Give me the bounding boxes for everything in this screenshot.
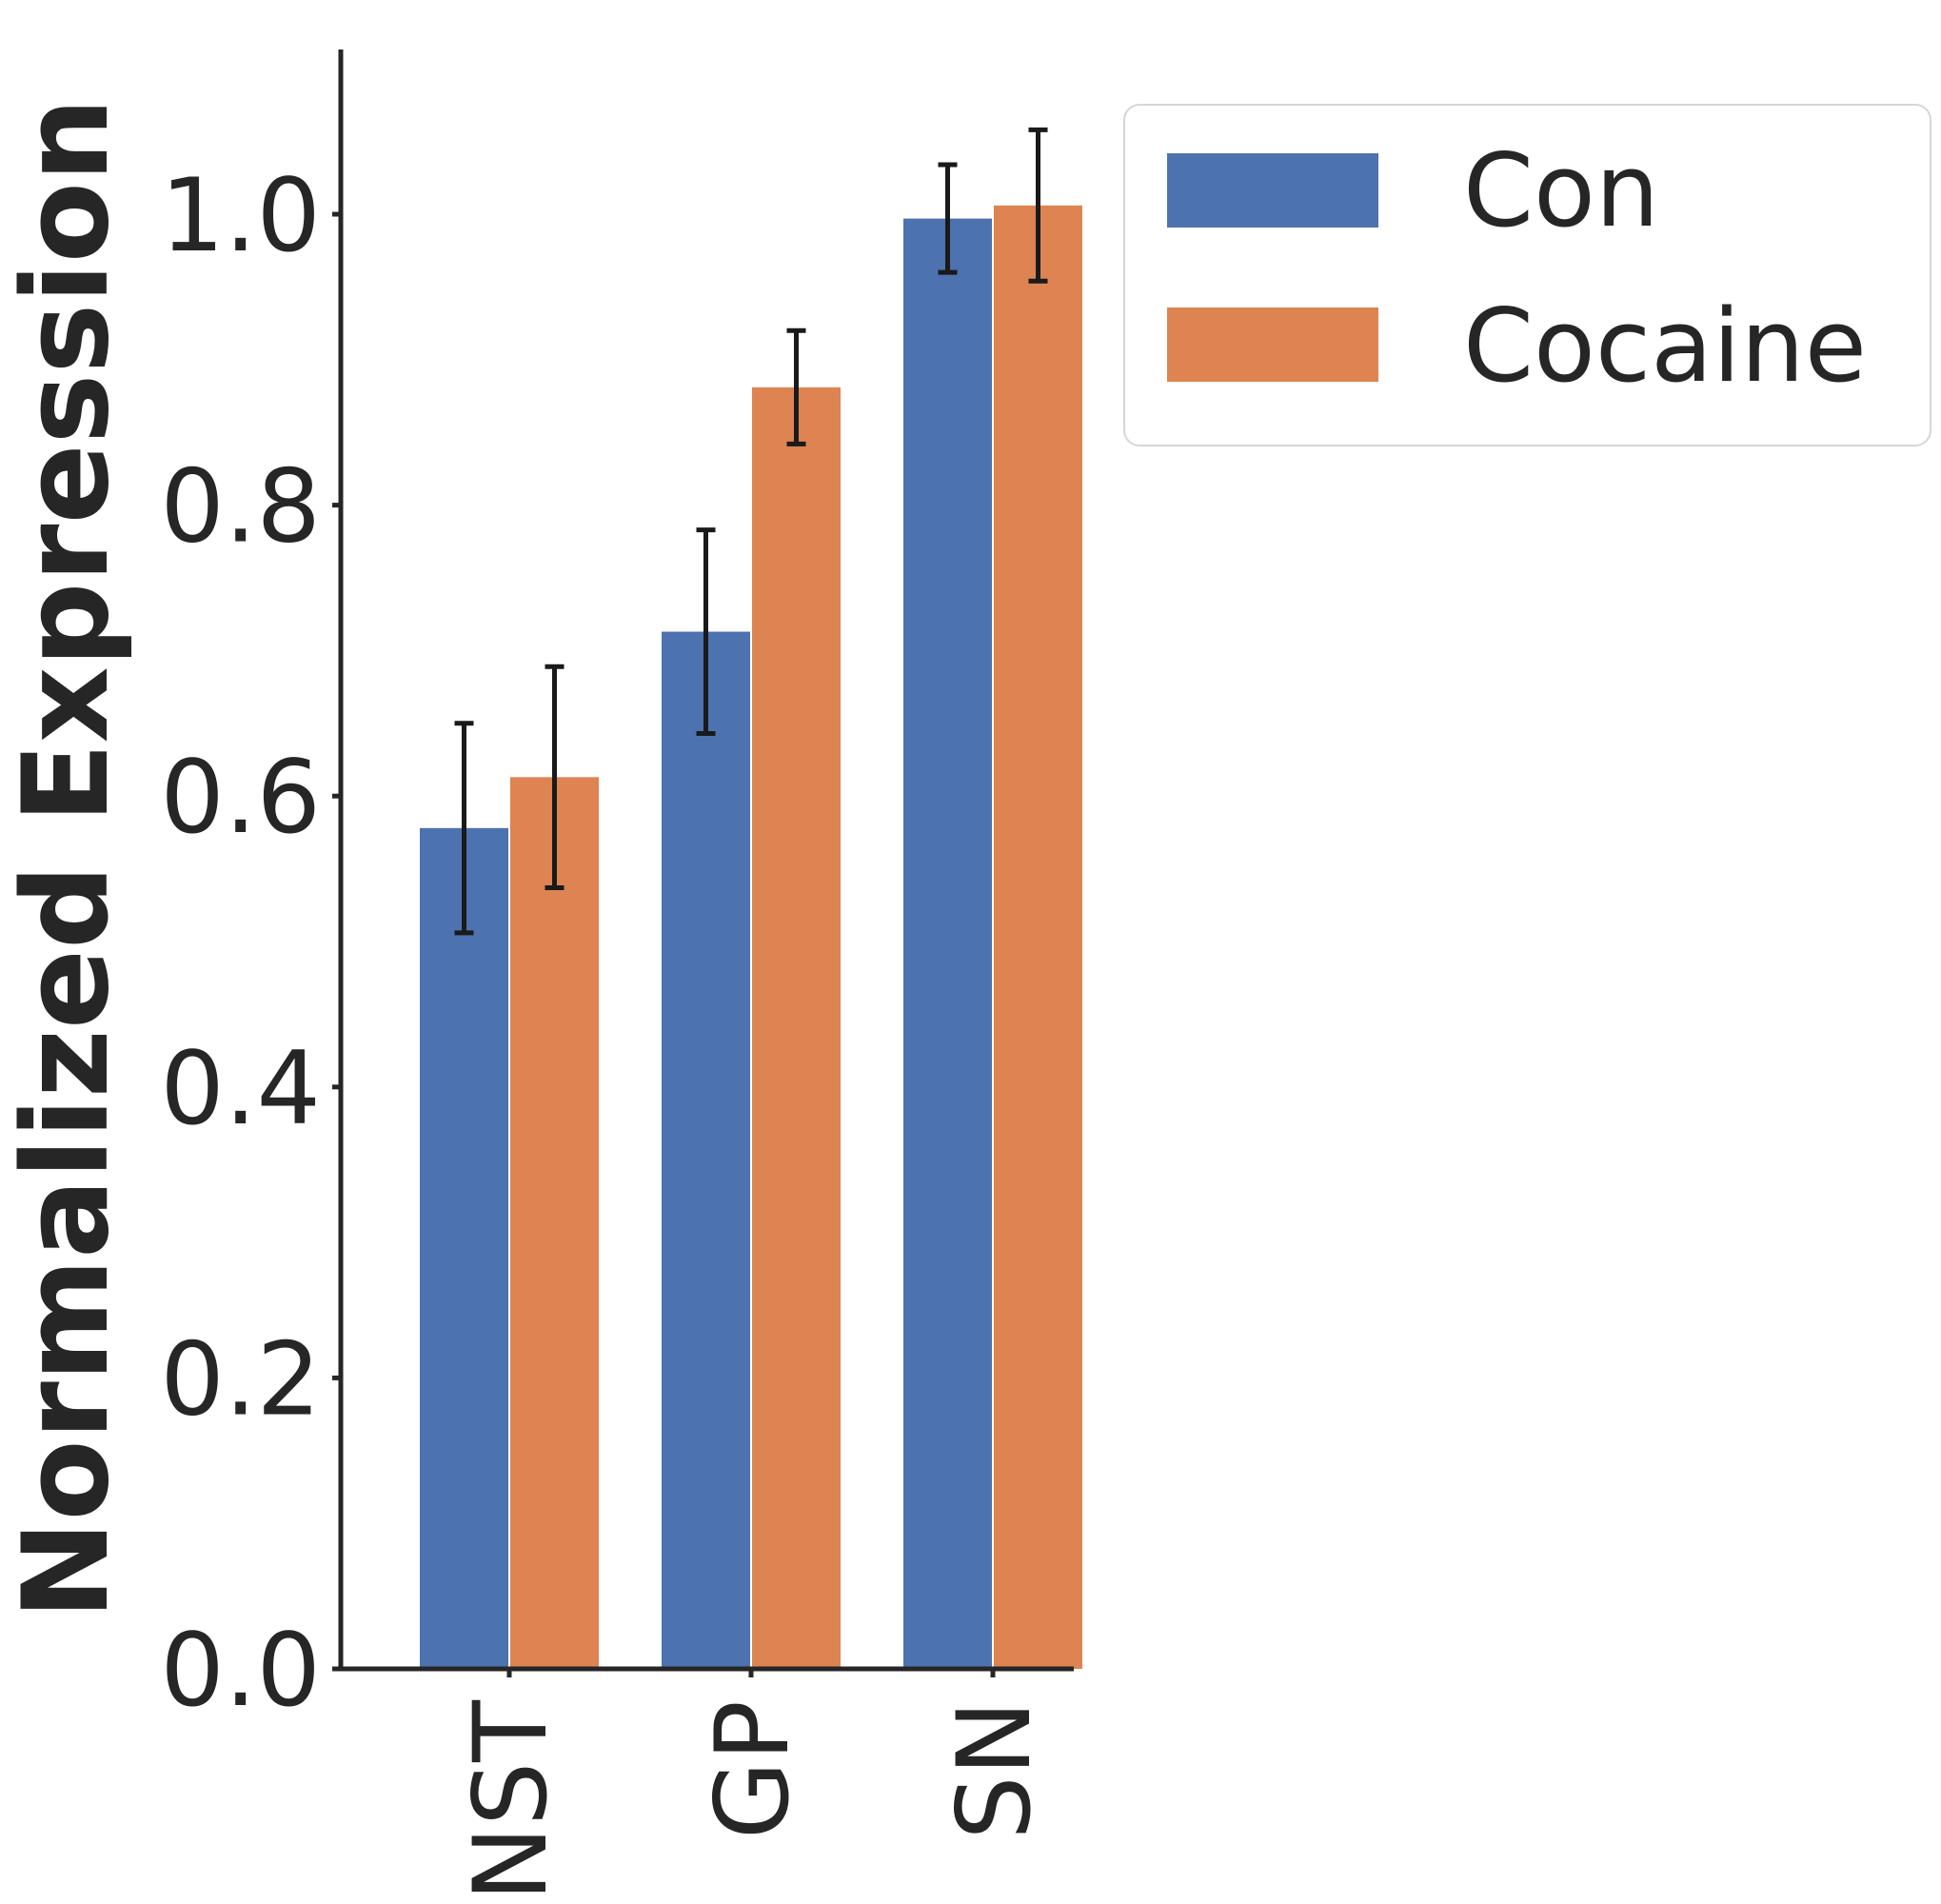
bar-con-gp	[662, 631, 750, 1669]
y-ticks: 0.0 0.2 0.4 0.6 0.8 1.0	[160, 157, 341, 1729]
legend-swatch-con	[1167, 153, 1378, 228]
bar-cocaine-gp	[752, 387, 841, 1669]
bar-cocaine-nst	[510, 777, 599, 1669]
legend-label-cocaine: Cocaine	[1463, 288, 1867, 405]
error-bar-cocaine-gp	[786, 327, 806, 446]
y-tick-label: 0.4	[160, 1030, 321, 1147]
bar-con-nst	[420, 827, 508, 1669]
y-axis-title: Normalized Expression	[0, 98, 135, 1620]
errorbars-layer	[454, 127, 1048, 936]
y-tick-label: 0.6	[160, 739, 321, 856]
axes-layer	[338, 50, 1074, 1672]
bar-con-sn	[903, 218, 992, 1670]
error-bar-cocaine-sn	[1028, 127, 1048, 284]
legend-label-con: Con	[1463, 132, 1659, 249]
error-bar-con-nst	[454, 721, 474, 936]
x-tick-label-gp: GP	[694, 1700, 811, 1839]
y-tick-label: 1.0	[160, 157, 321, 274]
x-tick-label-nst: NST	[452, 1699, 569, 1902]
bars-layer	[420, 205, 1082, 1670]
error-bar-con-sn	[938, 162, 958, 275]
x-ticks: NST GP SN	[452, 1669, 1053, 1901]
error-bar-cocaine-nst	[545, 664, 564, 890]
error-bar-con-gp	[696, 527, 716, 736]
legend: Con Cocaine	[1123, 104, 1931, 446]
y-tick-label: 0.8	[160, 448, 321, 565]
y-tick-label: 0.2	[160, 1320, 321, 1438]
y-tick-label: 0.0	[160, 1612, 321, 1729]
x-tick-label-sn: SN	[936, 1700, 1053, 1840]
legend-swatch-cocaine	[1167, 307, 1378, 382]
bar-cocaine-sn	[994, 205, 1082, 1669]
